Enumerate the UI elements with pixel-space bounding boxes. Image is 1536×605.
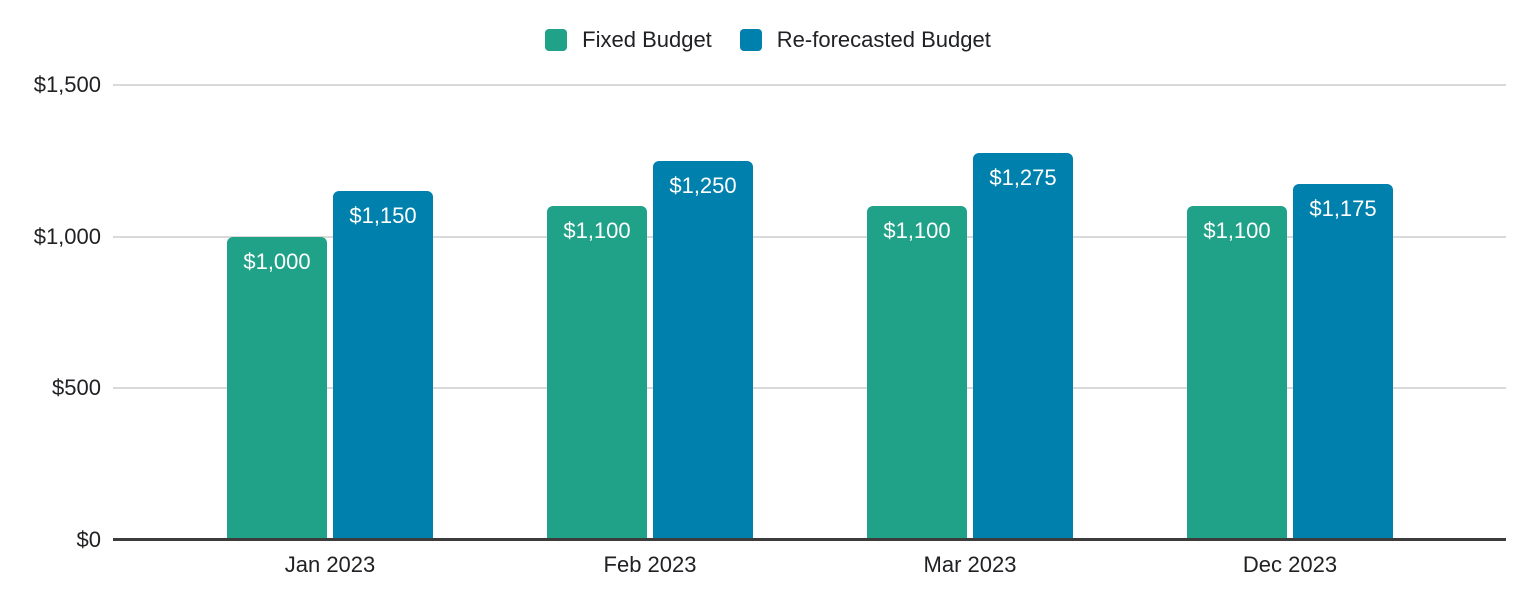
bar-reforecasted-jan-2023: $1,150 [333, 191, 433, 540]
plot-area: $1,000 $1,150 $1,100 $1,250 $1,100 $1,275 $1,1… [113, 84, 1506, 541]
bar-reforecasted-feb-2023: $1,250 [653, 160, 753, 540]
chart-legend: Fixed Budget Re-forecasted Budget [0, 27, 1536, 53]
bar-value-label: $1,100 [563, 218, 631, 244]
bar-fixed-dec-2023: $1,100 [1187, 206, 1287, 540]
gridline [113, 387, 1506, 390]
x-axis-tick-label: Feb 2023 [603, 552, 697, 577]
bar-value-label: $1,250 [669, 172, 737, 198]
y-axis-tick-label: $500 [52, 375, 101, 401]
legend-item-reforecasted-budget: Re-forecasted Budget [739, 27, 991, 53]
legend-item-fixed-budget: Fixed Budget [545, 27, 712, 53]
bar-value-label: $1,000 [243, 248, 311, 274]
legend-label: Fixed Budget [582, 27, 712, 52]
gridline [113, 84, 1506, 86]
bar-reforecasted-mar-2023: $1,275 [973, 153, 1073, 540]
bar-value-label: $1,175 [1309, 195, 1377, 221]
bar-fixed-jan-2023: $1,000 [227, 236, 327, 540]
bar-value-label: $1,275 [989, 165, 1057, 191]
x-axis-tick-label: Dec 2023 [1242, 552, 1338, 577]
bar-value-label: $1,150 [349, 203, 417, 229]
x-axis-line [113, 538, 1506, 541]
y-axis-tick-label: $0 [76, 527, 101, 552]
bar-fixed-feb-2023: $1,100 [547, 206, 647, 540]
x-axis-tick-label: Jan 2023 [284, 552, 376, 577]
bar-value-label: $1,100 [1203, 218, 1271, 244]
y-axis-tick-label: $1,000 [33, 223, 101, 249]
legend-swatch-icon [545, 29, 568, 51]
gridline [113, 235, 1506, 238]
bar-value-label: $1,100 [883, 218, 951, 244]
bar-reforecasted-dec-2023: $1,175 [1293, 183, 1393, 540]
x-axis-tick-label: Mar 2023 [923, 552, 1017, 577]
bar-fixed-mar-2023: $1,100 [867, 206, 967, 540]
legend-label: Re-forecasted Budget [776, 27, 991, 52]
y-axis-tick-label: $1,500 [33, 72, 101, 97]
legend-swatch-icon [739, 29, 762, 51]
